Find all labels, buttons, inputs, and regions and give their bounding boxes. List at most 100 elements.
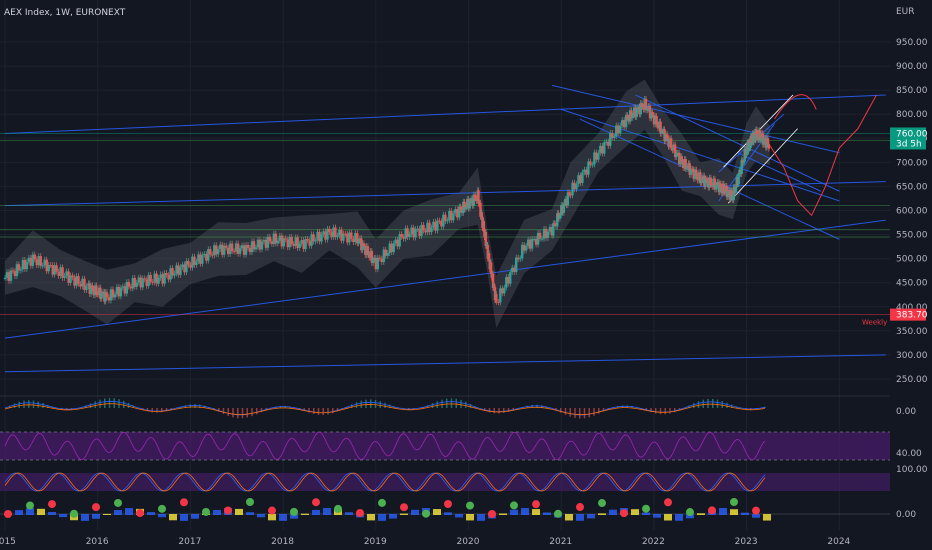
candle-body bbox=[477, 190, 480, 204]
candle-body bbox=[328, 228, 331, 233]
candle-body bbox=[390, 243, 393, 253]
dots-bar bbox=[675, 514, 683, 521]
candle-body bbox=[668, 138, 672, 147]
signal-dot bbox=[224, 506, 232, 515]
candle-body bbox=[638, 106, 641, 115]
candle-body bbox=[505, 277, 508, 288]
candle-body bbox=[41, 265, 44, 267]
candle-body bbox=[191, 256, 194, 268]
channel-line[interactable] bbox=[727, 128, 798, 204]
candle-body bbox=[501, 288, 504, 294]
candle-body bbox=[207, 249, 210, 261]
candle-body bbox=[125, 281, 129, 294]
candle-body bbox=[11, 270, 15, 272]
candle-body bbox=[352, 238, 355, 243]
candle-body bbox=[49, 264, 52, 266]
candle-body bbox=[360, 238, 363, 251]
candle-body bbox=[662, 129, 665, 132]
candle-body bbox=[651, 112, 654, 115]
candle-body bbox=[71, 275, 74, 278]
candle-body bbox=[213, 245, 216, 256]
y-tick-label: 950.00 bbox=[896, 38, 928, 48]
trendline[interactable] bbox=[4, 219, 886, 339]
signal-dot bbox=[180, 498, 188, 507]
candle-body bbox=[371, 259, 375, 263]
candle-body bbox=[687, 163, 690, 169]
dots-bar bbox=[81, 514, 89, 521]
candle-body bbox=[660, 131, 664, 134]
candle-body bbox=[692, 169, 695, 179]
candle-body bbox=[672, 144, 676, 151]
candle-body bbox=[546, 231, 550, 238]
trendline[interactable] bbox=[737, 152, 822, 192]
candle-body bbox=[675, 153, 678, 157]
candle-body bbox=[167, 275, 170, 280]
dots-bar bbox=[686, 514, 694, 519]
candle-body bbox=[565, 199, 568, 206]
candle-body bbox=[221, 244, 224, 255]
candle-body bbox=[373, 257, 376, 260]
trendline[interactable] bbox=[4, 354, 886, 373]
candle-body bbox=[656, 124, 660, 129]
trendline[interactable] bbox=[635, 94, 840, 192]
trendline[interactable] bbox=[4, 94, 886, 134]
signal-dot bbox=[268, 506, 276, 515]
signal-dot bbox=[620, 509, 628, 518]
candle-body bbox=[718, 183, 722, 193]
candle-body bbox=[288, 236, 291, 248]
candle-body bbox=[13, 271, 17, 277]
candle-body bbox=[53, 265, 56, 275]
candle-body bbox=[644, 98, 648, 111]
candle-body bbox=[554, 223, 558, 227]
candle-body bbox=[244, 244, 248, 255]
candle-body bbox=[189, 264, 192, 268]
candle-body bbox=[258, 239, 262, 250]
dots-bar bbox=[631, 509, 639, 515]
candle-body bbox=[380, 258, 383, 263]
candle-body bbox=[540, 238, 544, 240]
candle-body bbox=[286, 239, 289, 248]
dots-bar bbox=[532, 509, 540, 515]
trendline[interactable] bbox=[561, 108, 840, 202]
candle-body bbox=[224, 245, 228, 248]
candle-body bbox=[742, 161, 745, 163]
candle-body bbox=[509, 272, 512, 284]
candle-body bbox=[274, 233, 278, 244]
dots-bar bbox=[477, 514, 485, 521]
candle-body bbox=[254, 247, 258, 250]
candle-body bbox=[737, 173, 740, 185]
projection-path[interactable] bbox=[769, 94, 877, 217]
candle-body bbox=[462, 201, 465, 214]
dots-bar bbox=[653, 514, 661, 518]
signal-dot bbox=[532, 500, 540, 509]
dots-bar bbox=[15, 510, 23, 515]
signal-dot bbox=[136, 509, 144, 518]
candle-body bbox=[643, 98, 646, 110]
trendline[interactable] bbox=[551, 84, 840, 154]
candle-body bbox=[131, 277, 135, 289]
candle-body bbox=[605, 141, 608, 143]
dots-bar bbox=[246, 512, 254, 515]
y-tick-label: 650.00 bbox=[896, 182, 928, 192]
candle-body bbox=[181, 264, 184, 268]
y-tick-label: 350.00 bbox=[896, 327, 928, 337]
candle-body bbox=[266, 236, 270, 248]
candle-body bbox=[95, 285, 98, 295]
candle-body bbox=[119, 287, 123, 297]
candle-body bbox=[750, 136, 753, 143]
candle-body bbox=[155, 273, 158, 284]
candle-body bbox=[639, 103, 642, 115]
projection-path-upper[interactable] bbox=[774, 94, 817, 120]
support-price-label: 383.70 bbox=[896, 311, 928, 321]
signal-dot bbox=[422, 509, 430, 518]
candle-body bbox=[632, 107, 636, 116]
candle-body bbox=[659, 121, 662, 134]
candle-body bbox=[548, 226, 552, 232]
x-tick-label: 2023 bbox=[735, 537, 758, 547]
candle-body bbox=[163, 273, 166, 284]
candle-body bbox=[141, 278, 144, 288]
signal-dot bbox=[642, 504, 650, 513]
candle-body bbox=[197, 254, 200, 262]
